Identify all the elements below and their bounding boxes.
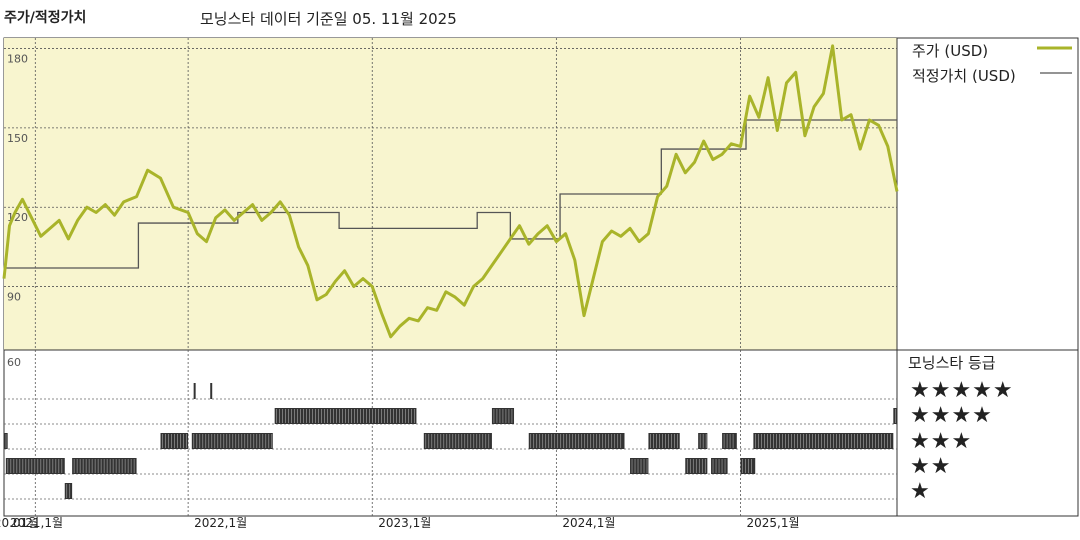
rating-bar-2-star [630, 458, 649, 474]
rating-5-stars: ★★★★★ [910, 378, 1014, 403]
fair-value-line [4, 119, 897, 269]
price-line [2, 44, 899, 339]
x-tick-label: 2025,1월 [746, 516, 799, 530]
rating-bar-5-star [193, 383, 196, 399]
x-tick-label: 2022,1월 [194, 516, 247, 530]
rating-2-stars: ★★ [910, 454, 952, 479]
rating-bar-3-star [191, 433, 273, 449]
price-y-tick-label: 180 [7, 53, 28, 66]
price-y-tick-label: 90 [7, 291, 21, 304]
rating-y-tick-label: 60 [7, 356, 21, 369]
rating-title: 모닝스타 등급 [908, 354, 996, 372]
rating-bar-5-star [210, 383, 213, 399]
rating-4-stars: ★★★★ [910, 403, 993, 428]
price-plot-area [4, 38, 897, 350]
rating-3-stars: ★★★ [910, 429, 973, 454]
rating-bar-3-star [528, 433, 625, 449]
legend-price-label: 주가 (USD) [912, 42, 989, 60]
rating-bar-3-star [648, 433, 680, 449]
rating-1-star: ★ [910, 479, 931, 504]
x-tick-label: 2023,1월 [378, 516, 431, 530]
x-tick-label: 2024,1월 [562, 516, 615, 530]
rating-panel: 60 [4, 356, 897, 500]
data-date-note: 모닝스타 데이터 기준일 05. 11월 2025 [200, 10, 457, 28]
x-tick-label: 2020.01월 [0, 516, 39, 530]
rating-bar-3-star [698, 433, 708, 449]
rating-bar-3-star [423, 433, 492, 449]
price-y-tick-label: 150 [7, 132, 28, 145]
x-tick-label: 2021,1월 [10, 516, 63, 530]
legend-fair-label: 적정가치 (USD) [912, 67, 1016, 85]
rating-bar-1-star [64, 483, 73, 499]
chart-title: 주가/적정가치 [4, 10, 87, 26]
